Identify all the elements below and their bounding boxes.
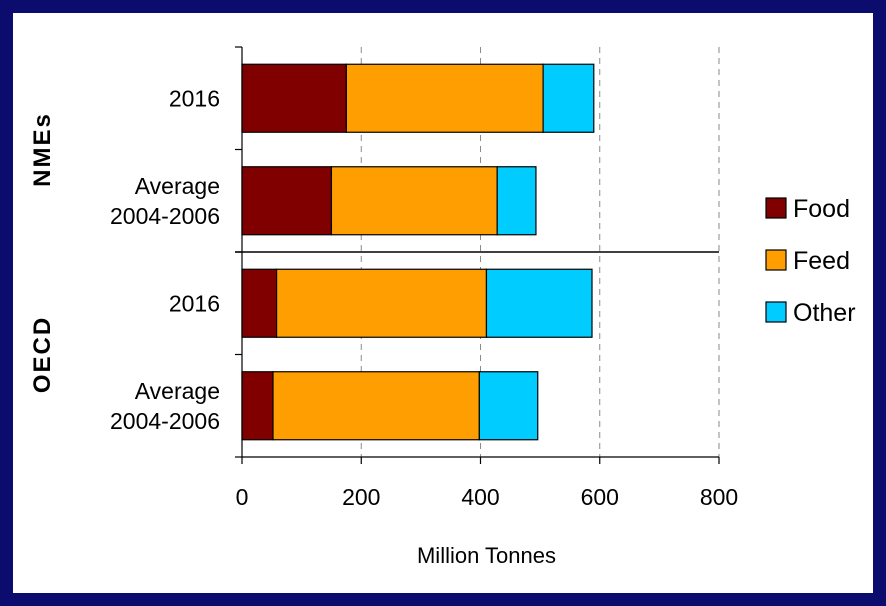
group-label-oecd: OECD	[29, 316, 56, 393]
x-tick-label-0: 0	[236, 484, 249, 510]
legend-swatch-feed	[765, 249, 787, 271]
bar-3-food	[241, 371, 274, 441]
bar-2-feed	[275, 268, 488, 338]
category-label-1-1: 2004-2006	[110, 203, 220, 229]
legend-swatch-food	[765, 197, 787, 219]
bar-0-food	[241, 63, 347, 133]
group-label-nmes: NMEs	[29, 112, 56, 187]
x-tick-label-4: 800	[700, 484, 738, 510]
category-label-0-0: 2016	[169, 85, 220, 111]
category-label-2-0: 2016	[169, 290, 220, 316]
category-label-1-0: Average	[135, 173, 220, 199]
bar-3-other	[478, 371, 539, 441]
bar-1-other	[496, 166, 537, 236]
bar-2-food	[241, 268, 278, 338]
legend-label-feed: Feed	[793, 247, 850, 275]
x-tick-label-1: 200	[342, 484, 380, 510]
legend-label-food: Food	[793, 195, 850, 223]
legend-label-other: Other	[793, 299, 856, 327]
category-label-3-1: 2004-2006	[110, 408, 220, 434]
bar-0-other	[542, 63, 595, 133]
bar-1-food	[241, 166, 333, 236]
x-tick-label-2: 400	[461, 484, 499, 510]
stacked-bar-chart: 2016 Average 2004-2006 2016 Average 2004-2006…	[29, 46, 856, 568]
bar-2-other	[485, 268, 593, 338]
bar-1-feed	[330, 166, 498, 236]
x-tick-label-3: 600	[581, 484, 619, 510]
legend-swatch-other	[765, 301, 787, 323]
bar-0-feed	[345, 63, 544, 133]
bar-3-feed	[272, 371, 480, 441]
category-label-3-0: Average	[135, 378, 220, 404]
x-axis-title: Million Tonnes	[417, 543, 556, 568]
chart-panel: 2016 Average 2004-2006 2016 Average 2004-2006…	[13, 13, 873, 593]
